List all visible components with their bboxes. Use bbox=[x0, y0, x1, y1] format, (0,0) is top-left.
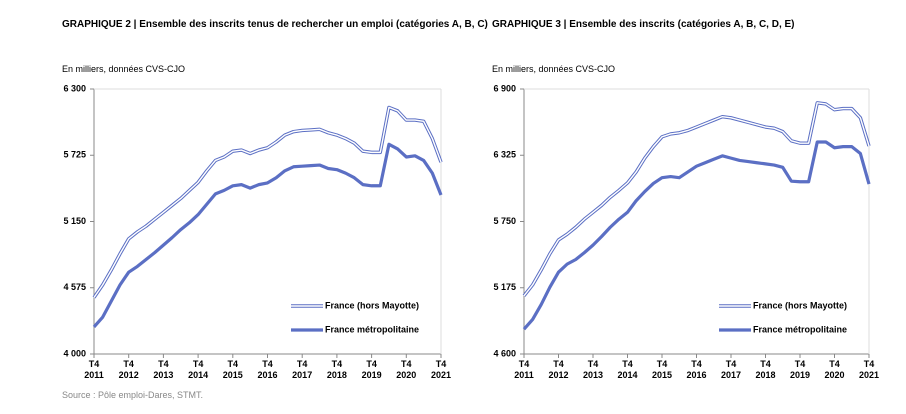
x-tick-label: T4 2012 bbox=[118, 359, 139, 380]
x-tick-label: T4 2011 bbox=[514, 359, 534, 380]
x-tick-label: T4 2018 bbox=[326, 359, 347, 380]
legend-label: France (hors Mayotte) bbox=[325, 300, 419, 310]
x-tick-label: T4 2013 bbox=[582, 359, 604, 380]
x-tick-label: T4 2020 bbox=[824, 359, 845, 380]
line-series bbox=[92, 142, 443, 328]
x-tick-label: T4 2017 bbox=[292, 359, 313, 380]
x-tick-label: T4 2018 bbox=[755, 359, 776, 380]
line-series bbox=[522, 140, 871, 331]
x-tick-label: T4 2013 bbox=[153, 359, 174, 380]
chart-subtitle: En milliers, données CVS-CJO bbox=[62, 64, 186, 74]
y-tick-label: 4 000 bbox=[63, 348, 86, 358]
chart-title: GRAPHIQUE 3 | Ensemble des inscrits (cat… bbox=[492, 19, 795, 30]
x-tick-label: T4 2017 bbox=[720, 359, 742, 380]
x-tick-label: T4 2021 bbox=[858, 359, 880, 380]
x-tick-label: T4 2015 bbox=[222, 359, 243, 380]
x-tick-label: T4 2014 bbox=[188, 359, 209, 380]
x-tick-label: T4 2011 bbox=[84, 359, 104, 380]
y-tick-label: 5 175 bbox=[493, 282, 516, 292]
source: Source : Pôle emploi-Dares, STMT. bbox=[62, 390, 204, 400]
y-tick-label: 4 575 bbox=[63, 282, 86, 292]
x-tick-label: T4 2019 bbox=[789, 359, 811, 380]
chart-subtitle: En milliers, données CVS-CJO bbox=[492, 64, 616, 74]
line-series-inner bbox=[523, 102, 870, 297]
legend-label: France métropolitaine bbox=[325, 324, 419, 334]
y-tick-label: 6 900 bbox=[493, 83, 516, 93]
x-tick-label: T4 2019 bbox=[361, 359, 382, 380]
x-tick-label: T4 2014 bbox=[617, 359, 638, 380]
line-series bbox=[92, 105, 443, 299]
y-tick-label: 6 325 bbox=[493, 150, 516, 160]
line-series-inner bbox=[93, 106, 442, 298]
legend-label: France métropolitaine bbox=[753, 324, 847, 334]
x-tick-label: T4 2015 bbox=[651, 359, 673, 380]
y-tick-label: 6 300 bbox=[63, 83, 86, 93]
x-tick-label: T4 2016 bbox=[257, 359, 278, 380]
line-series bbox=[522, 101, 871, 297]
x-tick-label: T4 2020 bbox=[396, 359, 417, 380]
y-tick-label: 5 750 bbox=[493, 216, 516, 226]
chart-title: GRAPHIQUE 2 | Ensemble des inscrits tenu… bbox=[62, 19, 488, 30]
x-tick-label: T4 2016 bbox=[686, 359, 707, 380]
x-tick-label: T4 2021 bbox=[430, 359, 452, 380]
legend-label: France (hors Mayotte) bbox=[753, 300, 847, 310]
x-tick-label: T4 2012 bbox=[548, 359, 569, 380]
y-tick-label: 5 725 bbox=[63, 150, 86, 160]
y-tick-label: 4 600 bbox=[493, 348, 516, 358]
y-tick-label: 5 150 bbox=[63, 216, 86, 226]
